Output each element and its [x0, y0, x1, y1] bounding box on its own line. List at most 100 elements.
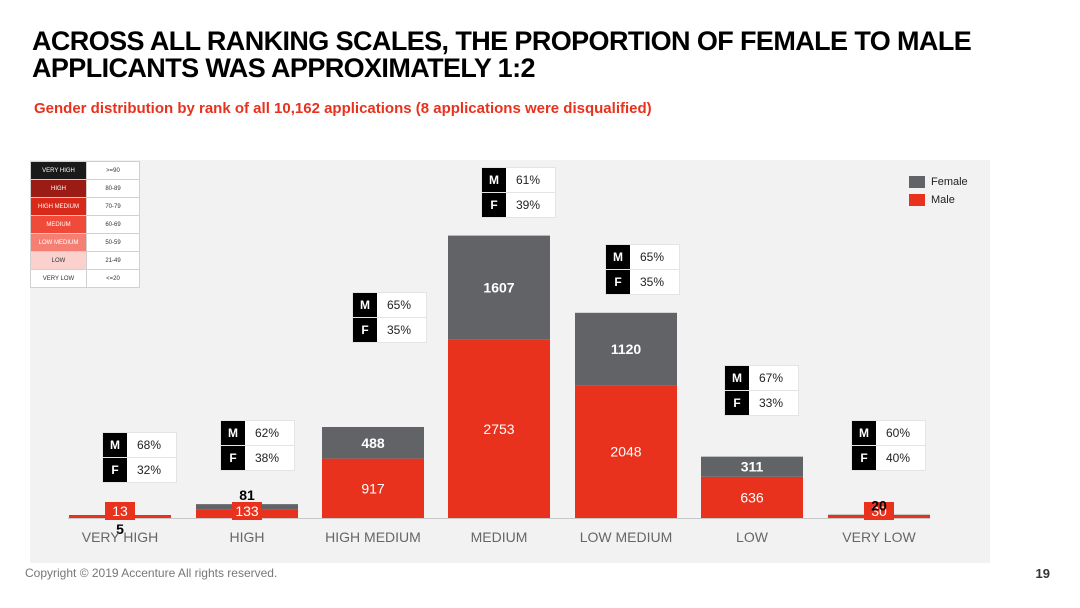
scale-row: LOW 21-49 — [30, 251, 140, 270]
scale-range: 80-89 — [86, 179, 140, 198]
male-percentage-row: M 65% — [606, 245, 679, 269]
chart-subtitle: Gender distribution by rank of all 10,16… — [34, 100, 652, 117]
value-label-female: 311 — [741, 459, 764, 475]
page-title: ACROSS ALL RANKING SCALES, THE PROPORTIO… — [32, 26, 972, 83]
chart-legend: Female Male — [909, 173, 968, 209]
legend-item-male: Male — [909, 191, 968, 209]
gender-percentage: 39% — [516, 198, 541, 212]
male-percentage-row: M 68% — [103, 433, 176, 457]
category-label: HIGH MEDIUM — [325, 529, 421, 545]
value-label-female: 1607 — [483, 280, 514, 296]
gender-percentage: 61% — [516, 173, 541, 187]
value-label-male: 13 — [112, 503, 128, 519]
gender-percentage: 33% — [759, 396, 784, 410]
gender-percentage-box: M 62% F 38% — [221, 421, 294, 470]
gender-percentage-box: M 65% F 35% — [353, 293, 426, 342]
female-percentage-row: F 35% — [606, 269, 679, 294]
bar-female — [448, 235, 550, 340]
gender-percentage: 40% — [886, 451, 911, 465]
female-percentage-row: F 39% — [482, 192, 555, 217]
bar-female — [701, 456, 803, 477]
gender-percentage: 65% — [387, 298, 412, 312]
gender-key: F — [725, 391, 749, 415]
bar-female — [322, 426, 424, 459]
female-percentage-row: F 35% — [353, 317, 426, 342]
male-percentage-row: M 62% — [221, 421, 294, 445]
scale-range: <=20 — [86, 269, 140, 288]
gender-percentage-box: M 60% F 40% — [852, 421, 925, 470]
female-percentage-row: F 33% — [725, 390, 798, 415]
scale-row: LOW MEDIUM 50-59 — [30, 233, 140, 252]
gender-key: F — [221, 446, 245, 470]
male-percentage-row: M 67% — [725, 366, 798, 390]
value-label-bg — [105, 502, 135, 520]
legend-item-female: Female — [909, 173, 968, 191]
gender-key: F — [606, 270, 630, 294]
value-label-male: 636 — [740, 489, 764, 505]
gender-key: M — [103, 433, 127, 457]
scale-rank-label: VERY LOW — [30, 269, 87, 288]
gender-percentage: 32% — [137, 463, 162, 477]
gender-percentage-box: M 67% F 33% — [725, 366, 798, 415]
legend-label-male: Male — [931, 194, 955, 206]
value-label-female: 81 — [239, 487, 255, 503]
category-label: LOW MEDIUM — [580, 529, 673, 545]
value-label-female: 5 — [116, 521, 124, 537]
scale-row: VERY LOW <=20 — [30, 269, 140, 288]
value-label-bg — [232, 502, 262, 520]
female-percentage-row: F 38% — [221, 445, 294, 470]
gender-percentage: 35% — [640, 275, 665, 289]
scale-range: 60-69 — [86, 215, 140, 234]
category-label: VERY LOW — [842, 529, 916, 545]
value-label-female: 20 — [871, 498, 887, 514]
gender-key: M — [606, 245, 630, 269]
scale-range: 21-49 — [86, 251, 140, 270]
scale-row: VERY HIGH >=90 — [30, 161, 140, 180]
gender-percentage: 67% — [759, 371, 784, 385]
legend-swatch-female — [909, 176, 925, 188]
value-label-bg — [864, 502, 894, 520]
value-label-male: 2753 — [483, 421, 514, 437]
page-number: 19 — [1035, 566, 1050, 581]
gender-key: M — [725, 366, 749, 390]
copyright-footer: Copyright © 2019 Accenture All rights re… — [25, 566, 278, 580]
legend-label-female: Female — [931, 176, 968, 188]
bar-female — [575, 312, 677, 386]
value-label-male: 2048 — [610, 444, 641, 460]
gender-percentage-box: M 65% F 35% — [606, 245, 679, 294]
category-label: LOW — [736, 529, 769, 545]
gender-percentage: 60% — [886, 426, 911, 440]
gender-key: M — [221, 421, 245, 445]
gender-key: M — [353, 293, 377, 317]
scale-rank-label: VERY HIGH — [30, 161, 87, 180]
bar-male — [575, 385, 677, 518]
gender-key: F — [103, 458, 127, 482]
value-label-male: 30 — [871, 503, 887, 519]
gender-percentage: 62% — [255, 426, 280, 440]
value-label-female: 1120 — [611, 341, 642, 357]
category-label: MEDIUM — [471, 529, 528, 545]
gender-key: F — [482, 193, 506, 217]
gender-key: M — [852, 421, 876, 445]
gender-key: M — [482, 168, 506, 192]
bar-male — [701, 476, 803, 518]
value-label-male: 133 — [235, 503, 259, 519]
gender-percentage-box: M 68% F 32% — [103, 433, 176, 482]
female-percentage-row: F 32% — [103, 457, 176, 482]
female-percentage-row: F 40% — [852, 445, 925, 470]
gender-key: F — [852, 446, 876, 470]
scale-rank-label: MEDIUM — [30, 215, 87, 234]
male-percentage-row: M 60% — [852, 421, 925, 445]
scale-row: HIGH MEDIUM 70-79 — [30, 197, 140, 216]
bar-male — [322, 458, 424, 518]
value-label-male: 917 — [361, 480, 385, 496]
ranking-scale-table: VERY HIGH >=90 HIGH 80-89 HIGH MEDIUM 70-79 ME… — [30, 161, 140, 288]
legend-swatch-male — [909, 194, 925, 206]
bar-male — [448, 339, 550, 518]
gender-percentage-box: M 61% F 39% — [482, 168, 555, 217]
gender-percentage: 38% — [255, 451, 280, 465]
category-label: HIGH — [230, 529, 265, 545]
scale-rank-label: HIGH MEDIUM — [30, 197, 87, 216]
scale-row: MEDIUM 60-69 — [30, 215, 140, 234]
